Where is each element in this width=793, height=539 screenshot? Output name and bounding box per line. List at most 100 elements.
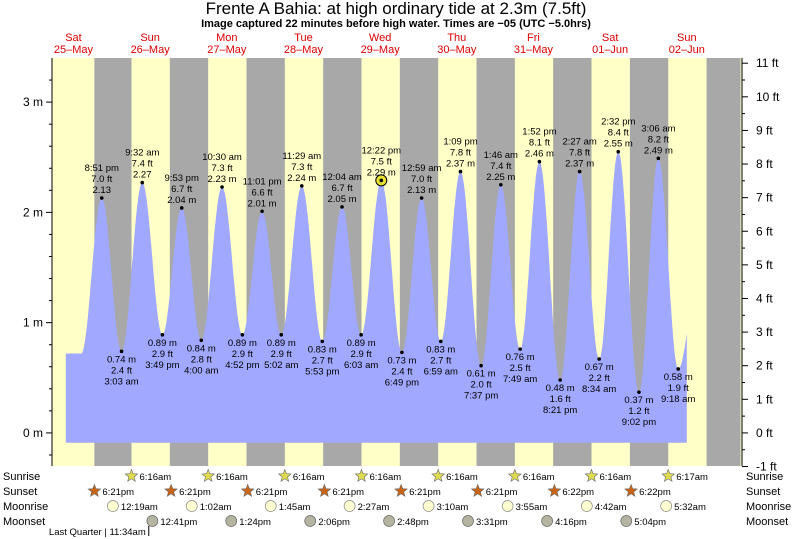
moonset-icon xyxy=(304,515,317,527)
high-tide-meters: 2.46 m xyxy=(525,149,554,160)
moonset-icon xyxy=(383,515,395,527)
low-tide-meters: 0.89 m xyxy=(148,338,177,349)
high-tide-meters: 2.37 m xyxy=(446,159,475,170)
left-tick-label: 1 m xyxy=(23,316,43,330)
day-date: 28–May xyxy=(284,44,324,56)
moonset-time: 12:41pm xyxy=(160,517,197,528)
sunset-star-icon xyxy=(164,483,178,497)
moonrise-icon xyxy=(107,500,119,512)
tide-point xyxy=(260,209,264,214)
high-tide-feet: 7.3 ft xyxy=(211,163,232,174)
moonrise-time: 3:55am xyxy=(516,502,548,513)
day-date: 02–Jun xyxy=(669,44,705,56)
high-tide-time: 12:59 am xyxy=(402,163,442,174)
high-tide-meters: 2.29 m xyxy=(367,167,396,178)
sunset-time: 6:21pm xyxy=(409,487,441,498)
high-tide-time: 10:30 am xyxy=(202,152,242,163)
low-tide-time: 4:52 pm xyxy=(225,360,259,371)
row-label-right: Sunrise xyxy=(746,471,783,483)
sunrise-time: 6:16am xyxy=(293,472,325,483)
high-tide-meters: 2.13 xyxy=(93,185,112,196)
low-tide-feet: 2.9 ft xyxy=(271,349,292,360)
tide-point xyxy=(419,196,424,200)
moonrise-icon xyxy=(185,500,198,512)
low-tide-time: 8:21 pm xyxy=(543,405,577,416)
high-tide-time: 11:01 pm xyxy=(243,176,282,187)
moonset-time: 2:48pm xyxy=(397,517,429,528)
tide-point xyxy=(160,332,165,337)
sunrise-time: 6:16am xyxy=(446,472,478,483)
low-tide-time: 6:49 pm xyxy=(385,377,419,388)
low-tide-feet: 2.9 ft xyxy=(232,349,253,360)
day-name: Thu xyxy=(447,32,466,44)
moon-phase-label: Last Quarter | 11:34am xyxy=(49,527,146,538)
day-name: Sun xyxy=(677,32,697,44)
tide-point xyxy=(676,367,681,371)
sunrise-time: 6:16am xyxy=(216,472,248,483)
sunset-time: 6:22pm xyxy=(639,487,671,498)
sunset-star-icon xyxy=(240,483,255,497)
sunrise-time: 6:16am xyxy=(600,472,632,483)
tide-point xyxy=(299,184,304,188)
low-tide-meters: 0.67 m xyxy=(585,362,614,373)
tide-point xyxy=(320,339,325,344)
day-name: Sat xyxy=(602,32,619,44)
day-name: Sat xyxy=(65,32,82,44)
high-tide-feet: 6.7 ft xyxy=(331,183,352,194)
low-tide-meters: 0.83 m xyxy=(426,344,455,355)
high-tide-feet: 8.1 ft xyxy=(529,138,550,149)
sunrise-star-icon xyxy=(431,468,446,482)
high-tide-time: 1:09 pm xyxy=(443,137,477,148)
high-tide-feet: 7.4 ft xyxy=(132,159,153,170)
sunset-star-icon xyxy=(624,483,638,497)
high-tide-feet: 7.0 ft xyxy=(411,174,432,185)
high-tide-meters: 2.13 m xyxy=(407,185,436,196)
moonrise-time: 1:45am xyxy=(279,502,311,513)
tide-point xyxy=(597,357,601,361)
moonrise-time: 3:10am xyxy=(437,502,469,513)
sunrise-star-icon xyxy=(584,468,599,482)
tide-labels: 8:51 pm7.0 ft2.130.74 m2.4 ft3:03 am9:32… xyxy=(85,117,696,428)
low-tide-time: 6:03 am xyxy=(344,360,378,371)
right-tick-label: 8 ft xyxy=(756,157,773,171)
tide-point xyxy=(359,332,363,337)
night-band xyxy=(706,58,741,466)
high-tide-feet: 6.6 ft xyxy=(252,187,273,198)
tide-point xyxy=(279,332,284,337)
high-tide-feet: 7.4 ft xyxy=(490,161,511,172)
tide-point xyxy=(616,149,621,154)
tide-point xyxy=(140,180,145,185)
day-name: Mon xyxy=(216,32,237,44)
low-tide-meters: 0.61 m xyxy=(467,369,496,380)
high-tide-feet: 6.7 ft xyxy=(171,184,192,195)
low-tide-feet: 2.7 ft xyxy=(312,355,333,366)
right-tick-label: 9 ft xyxy=(756,123,773,137)
low-tide-time: 7:37 pm xyxy=(464,391,498,402)
low-tide-time: 9:18 am xyxy=(661,394,695,405)
low-tide-feet: 1.9 ft xyxy=(668,383,689,394)
high-tide-meters: 2.27 xyxy=(133,170,152,181)
high-tide-time: 9:32 am xyxy=(125,148,159,159)
tide-point xyxy=(199,338,204,343)
low-tide-time: 6:59 am xyxy=(424,366,458,377)
low-tide-feet: 1.6 ft xyxy=(550,394,571,405)
high-tide-time: 11:29 am xyxy=(282,151,321,162)
sunrise-star-icon xyxy=(201,468,216,482)
low-tide-feet: 2.7 ft xyxy=(430,355,451,366)
low-tide-time: 4:00 am xyxy=(184,365,218,376)
low-tide-feet: 2.0 ft xyxy=(471,380,492,391)
day-name: Wed xyxy=(369,32,391,44)
low-tide-time: 7:49 am xyxy=(503,374,537,385)
right-tick-label: 3 ft xyxy=(756,325,773,339)
sunrise-star-icon xyxy=(507,468,522,482)
high-tide-feet: 7.0 ft xyxy=(91,174,112,185)
moonset-icon xyxy=(620,515,633,527)
low-tide-feet: 2.4 ft xyxy=(391,366,412,377)
left-tick-label: 0 m xyxy=(23,426,43,440)
tide-point xyxy=(99,196,104,200)
day-name: Sun xyxy=(140,32,160,44)
right-tick-label: -1 ft xyxy=(756,460,777,474)
low-tide-feet: 2.2 ft xyxy=(589,373,610,384)
left-tick-label: 3 m xyxy=(23,95,43,109)
tide-point xyxy=(656,156,661,161)
